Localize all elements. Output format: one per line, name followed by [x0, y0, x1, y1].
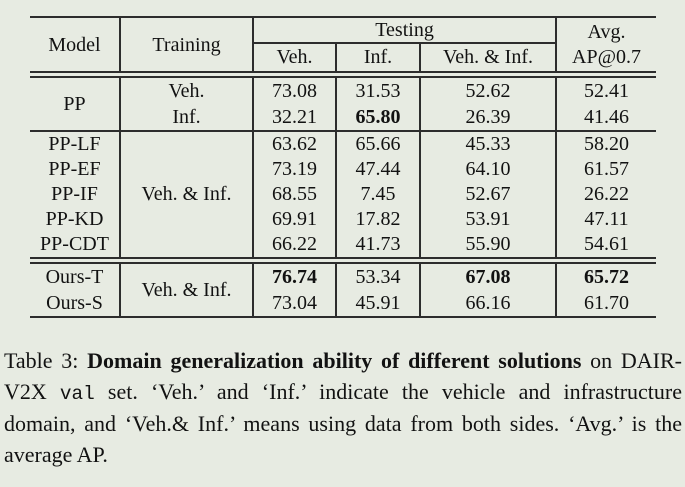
model-cell: PP [63, 93, 86, 115]
table-row: PP-LF Veh. & Inf. 63.62 65.66 45.33 58.2… [30, 131, 657, 261]
value-cell: 54.61 [555, 232, 657, 261]
value-cell: 26.22 [555, 182, 657, 207]
model-cell: PP-IF [51, 183, 98, 205]
inf-subheader: Inf. [335, 43, 420, 75]
value-cell: 64.10 [418, 157, 557, 182]
table-row: Ours-T Veh. & Inf. 76.74 53.34 67.08 65.… [30, 260, 657, 317]
value-cell: 73.08 [252, 74, 336, 104]
table-row: PP Veh. 73.08 31.53 52.62 52.41 [30, 74, 657, 115]
value-cell: 45.33 [418, 131, 557, 157]
value-cell: 63.62 [252, 131, 336, 157]
training-cell: Inf. [119, 104, 253, 131]
value-cell: 55.90 [418, 232, 557, 261]
model-cell: PP-KD [45, 208, 104, 230]
table-caption: Table 3: Domain generalization ability o… [4, 346, 682, 470]
value-cell: 53.34 [335, 260, 420, 290]
value-cell: 31.53 [335, 74, 420, 104]
value-cell: 47.11 [555, 207, 657, 232]
results-table: Model Training Testing Avg. AP@0.7 Veh. … [30, 16, 657, 318]
model-cell: PP-EF [48, 158, 101, 180]
model-cell: Ours-T [45, 266, 104, 288]
table-row: PP-IF 68.55 7.45 52.67 26.22 [30, 182, 657, 207]
training-cell: Veh. & Inf. [119, 260, 253, 317]
value-cell: 61.70 [555, 290, 657, 317]
table-container: Model Training Testing Avg. AP@0.7 Veh. … [30, 16, 685, 318]
value-cell-best: 67.08 [418, 260, 557, 290]
value-cell: 61.57 [555, 157, 657, 182]
value-cell: 47.44 [335, 157, 420, 182]
value-cell: 41.46 [555, 104, 657, 131]
veh-subheader: Veh. [252, 43, 336, 75]
value-cell-best: 65.72 [555, 260, 657, 290]
value-cell: 41.73 [335, 232, 420, 261]
table-header: Model Training Testing Avg. AP@0.7 Veh. … [30, 17, 657, 75]
value-cell: 52.67 [418, 182, 557, 207]
value-cell: 45.91 [335, 290, 420, 317]
model-cell: PP-LF [48, 133, 101, 155]
value-cell: 65.66 [335, 131, 420, 157]
caption-text-after-bold: on DAIR-V2X [4, 348, 682, 404]
caption-label: Table 3: [4, 348, 88, 373]
value-cell: 58.20 [555, 131, 657, 157]
avg-header-line2: AP@0.7 [572, 45, 642, 68]
value-cell: 26.39 [418, 104, 557, 131]
table-row: Inf. 32.21 65.80 26.39 41.46 [30, 104, 657, 131]
value-cell: 32.21 [252, 104, 336, 131]
value-cell: 52.41 [555, 74, 657, 104]
value-cell: 68.55 [252, 182, 336, 207]
fusion-group: PP-LF Veh. & Inf. 63.62 65.66 45.33 58.2… [30, 131, 657, 261]
value-cell: 66.16 [418, 290, 557, 317]
value-cell: 17.82 [335, 207, 420, 232]
baseline-group: PP Veh. 73.08 31.53 52.62 52.41 Inf. 32.… [30, 74, 657, 131]
model-header: Model [48, 33, 101, 56]
value-cell: 73.04 [252, 290, 336, 317]
avg-header: Avg. AP@0.7 [555, 17, 657, 75]
table-row: Ours-S 73.04 45.91 66.16 61.70 [30, 290, 657, 317]
caption-text-rest: set. ‘Veh.’ and ‘Inf.’ indicate the vehi… [4, 378, 682, 467]
caption-bold-title: Domain generalization ability of differe… [87, 348, 582, 373]
model-cell: PP-CDT [40, 233, 109, 255]
avg-header-line1: Avg. [587, 20, 626, 43]
table-row: PP-KD 69.91 17.82 53.91 47.11 [30, 207, 657, 232]
model-cell: Ours-S [46, 292, 103, 314]
value-cell: 53.91 [418, 207, 557, 232]
caption-code-val: val [59, 382, 95, 405]
veh-inf-subheader: Veh. & Inf. [418, 43, 557, 75]
value-cell-best: 65.80 [335, 104, 420, 131]
training-cell: Veh. [119, 74, 253, 104]
training-header: Training [119, 17, 253, 75]
header-row-2: Veh. Inf. Veh. & Inf. [30, 43, 656, 75]
value-cell-best: 76.74 [252, 260, 336, 290]
header-row-1: Model Training Testing Avg. AP@0.7 [30, 17, 657, 75]
table-row: PP-EF 73.19 47.44 64.10 61.57 [30, 157, 657, 182]
value-cell: 7.45 [335, 182, 420, 207]
table-row: PP-CDT 66.22 41.73 55.90 54.61 [30, 232, 657, 261]
value-cell: 73.19 [252, 157, 336, 182]
value-cell: 66.22 [252, 232, 336, 261]
value-cell: 69.91 [252, 207, 336, 232]
training-cell: Veh. & Inf. [119, 131, 253, 261]
testing-header: Testing [251, 17, 557, 44]
ours-group: Ours-T Veh. & Inf. 76.74 53.34 67.08 65.… [30, 260, 657, 317]
value-cell: 52.62 [418, 74, 557, 104]
